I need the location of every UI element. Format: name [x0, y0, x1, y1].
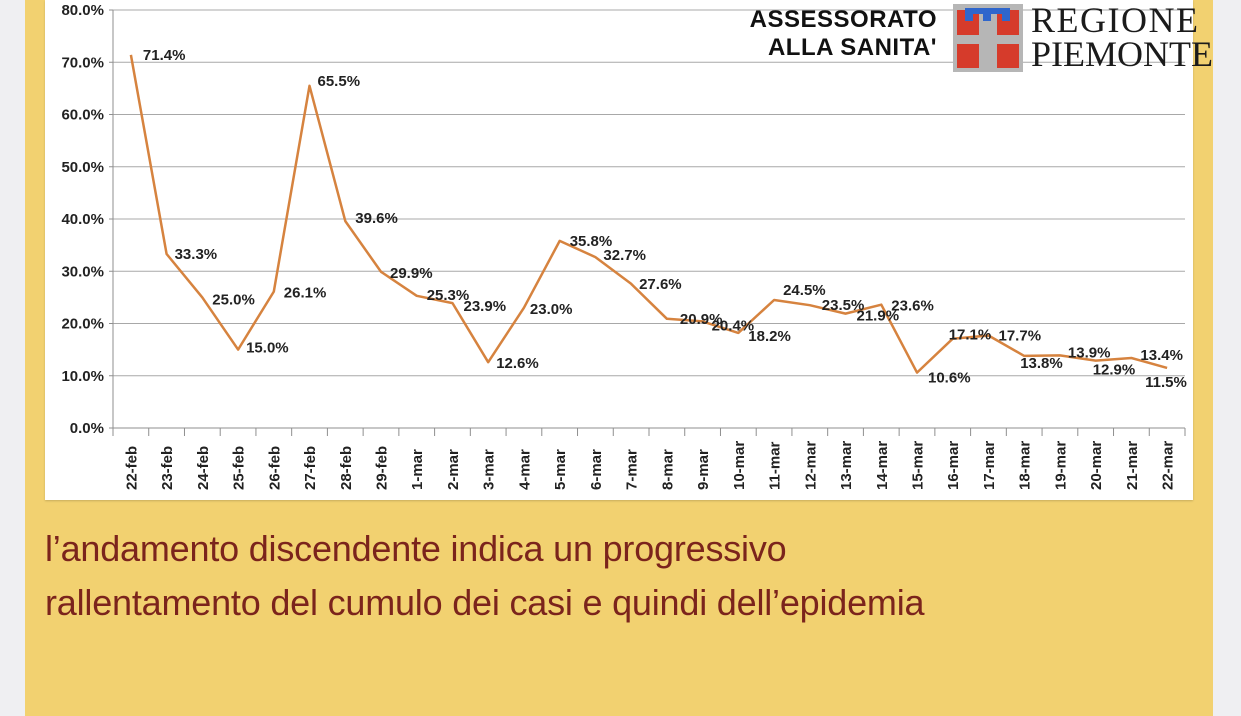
x-axis-label: 7-mar [624, 449, 641, 490]
data-label: 23.6% [891, 298, 934, 315]
data-label: 32.7% [603, 247, 646, 264]
x-axis-label: 19-mar [1052, 441, 1069, 490]
x-axis-label: 6-mar [588, 449, 605, 490]
data-label: 13.8% [1020, 355, 1063, 372]
x-axis-label: 4-mar [516, 449, 533, 490]
x-axis-label: 3-mar [481, 449, 498, 490]
caption: l’andamento discendente indica un progre… [45, 522, 925, 630]
y-axis-label: 80.0% [61, 2, 104, 19]
data-label: 20.9% [680, 311, 723, 328]
department-title-line2: ALLA SANITA' [767, 34, 937, 61]
x-axis-label: 15-mar [910, 441, 927, 490]
data-label: 27.6% [639, 276, 682, 293]
y-axis-label: 70.0% [61, 54, 104, 71]
x-axis-label: 21-mar [1124, 441, 1141, 490]
data-label: 13.4% [1140, 347, 1183, 364]
data-label: 15.0% [246, 340, 289, 357]
x-axis-label: 10-mar [731, 441, 748, 490]
y-axis-label: 40.0% [61, 211, 104, 228]
x-axis-label: 29-feb [374, 446, 391, 490]
data-label: 25.0% [212, 291, 255, 308]
department-title-line1: ASSESSORATO [749, 6, 937, 33]
data-label: 21.9% [857, 308, 900, 325]
x-axis-label: 8-mar [659, 449, 676, 490]
data-label: 25.3% [427, 287, 470, 304]
x-axis-label: 20-mar [1088, 441, 1105, 490]
data-label: 23.5% [822, 297, 865, 314]
org-title-line1: REGIONE [1031, 0, 1200, 40]
y-axis-label: 50.0% [61, 159, 104, 176]
data-label: 65.5% [318, 73, 361, 90]
x-axis-label: 11-mar [767, 441, 784, 490]
data-label: 17.7% [999, 328, 1042, 345]
x-axis-label: 23-feb [159, 446, 176, 490]
x-axis-label: 1-mar [409, 449, 426, 490]
data-label: 10.6% [928, 370, 971, 387]
data-label: 33.3% [175, 246, 218, 263]
x-axis-label: 12-mar [802, 441, 819, 490]
x-axis-label: 27-feb [302, 446, 319, 490]
data-label: 12.9% [1093, 362, 1136, 379]
x-axis-label: 16-mar [945, 441, 962, 490]
x-axis-label: 17-mar [981, 441, 998, 490]
data-label: 26.1% [284, 285, 327, 302]
trend-line [129, 54, 1168, 374]
y-axis-label: 10.0% [61, 368, 104, 385]
data-label: 12.6% [496, 355, 539, 372]
y-axis-label: 30.0% [61, 263, 104, 280]
data-label: 13.9% [1068, 344, 1111, 361]
data-label: 39.6% [355, 210, 398, 227]
data-label: 11.5% [1145, 374, 1187, 391]
x-axis-label: 2-mar [445, 449, 462, 490]
piemonte-coat-of-arms-icon [953, 4, 1023, 72]
trend-chart: 0.0% 10.0% 20.0% 30.0% 40.0% 50.0% 60.0% 70.0% 8… [61, 2, 1187, 490]
slide: 0.0% 10.0% 20.0% 30.0% 40.0% 50.0% 60.0% 70.0% 8… [25, 0, 1213, 716]
caption-line1: l’andamento discendente indica un progre… [45, 528, 787, 569]
x-axis-label: 24-feb [195, 446, 212, 490]
x-axis-label: 26-feb [266, 446, 283, 490]
x-axis-label: 22-mar [1160, 441, 1177, 490]
x-axis-label: 13-mar [838, 441, 855, 490]
x-axis-label: 14-mar [874, 441, 891, 490]
chart-panel: 0.0% 10.0% 20.0% 30.0% 40.0% 50.0% 60.0% 70.0% 8… [45, 0, 1213, 500]
x-axis-label: 5-mar [552, 449, 569, 490]
data-label: 71.4% [143, 47, 186, 64]
data-label: 17.1% [949, 327, 992, 344]
data-label: 23.0% [530, 301, 573, 318]
x-axis-label: 18-mar [1017, 441, 1034, 490]
y-axis-label: 60.0% [61, 107, 104, 124]
x-axis-label: 9-mar [695, 449, 712, 490]
data-label: 20.4% [712, 317, 755, 334]
data-label: 23.9% [464, 298, 507, 315]
org-title-line2: PIEMONTE [1031, 34, 1213, 74]
org-title: REGIONE PIEMONTE [1031, 0, 1213, 74]
x-axis-label: 22-feb [123, 446, 140, 490]
x-axis-label: 25-feb [231, 446, 248, 490]
department-title: ASSESSORATO ALLA SANITA' [750, 6, 937, 62]
caption-line2: rallentamento del cumulo dei casi e quin… [45, 582, 925, 623]
x-axis-label: 28-feb [338, 446, 355, 490]
data-label: 18.2% [748, 328, 791, 345]
y-axis-label: 0.0% [70, 420, 104, 437]
data-label: 24.5% [783, 282, 826, 299]
y-axis-label: 20.0% [61, 316, 104, 333]
data-label: 29.9% [390, 265, 433, 282]
data-label: 35.8% [570, 233, 613, 250]
